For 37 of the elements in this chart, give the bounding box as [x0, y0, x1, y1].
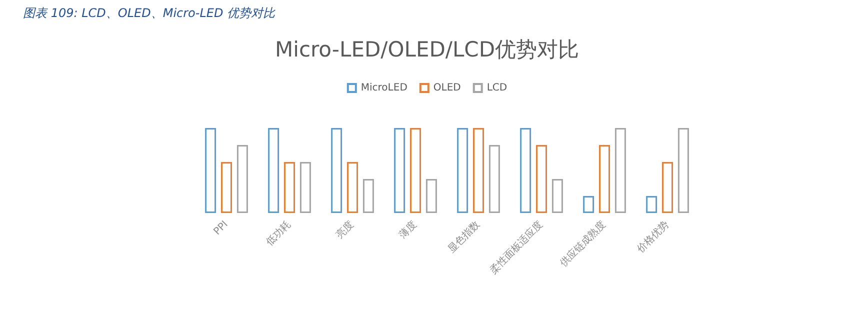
text: 图表 109: LCD、OLED、Micro-LED 优势对比 [23, 6, 276, 20]
bar [488, 145, 500, 213]
bar [614, 128, 626, 213]
bar [426, 179, 437, 213]
bar [300, 162, 311, 213]
bar [331, 128, 342, 213]
bar [473, 128, 484, 213]
bar [284, 162, 295, 213]
bar [410, 128, 421, 213]
x-tick-label: 低功耗 [264, 218, 294, 248]
x-tick-label: 价格优势 [634, 218, 672, 256]
bar [205, 128, 216, 213]
bar [552, 179, 563, 213]
bar [236, 145, 248, 213]
bar [678, 128, 689, 213]
bar [457, 128, 468, 213]
legend-label: LCD [486, 82, 508, 94]
bar [394, 128, 406, 213]
x-tick-label: 薄度 [396, 218, 420, 242]
bar [599, 145, 610, 213]
bar [583, 196, 594, 213]
x-tick-label: 柔性面板适应度 [487, 218, 546, 276]
x-tick-label: 供应链成熟度 [557, 218, 608, 270]
legend-label: OLED [433, 82, 462, 94]
bar [536, 145, 547, 213]
bar [221, 162, 232, 213]
x-tick-label: PPI [212, 219, 230, 238]
x-tick-label: 亮度 [334, 218, 356, 242]
bar [347, 162, 358, 213]
bar [362, 179, 374, 213]
bar [662, 162, 673, 213]
x-tick-label: 显色指数 [446, 218, 482, 256]
legend-label: MicroLED [360, 82, 408, 94]
chart-title: Micro-LED/OLED/LCD优势对比 [275, 38, 579, 62]
bar [268, 128, 280, 213]
bar [520, 128, 532, 213]
bar [646, 196, 658, 213]
